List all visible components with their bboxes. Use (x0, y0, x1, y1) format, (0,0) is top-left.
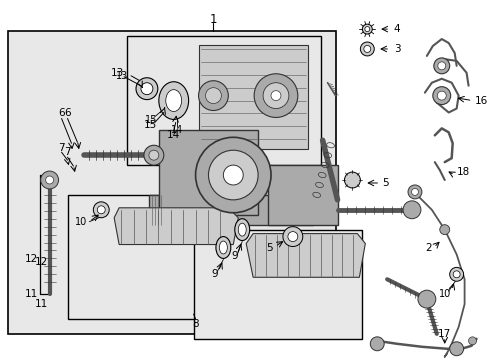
Circle shape (410, 188, 418, 195)
Bar (127, 36, 320, 165)
Text: 14: 14 (170, 125, 183, 135)
Text: 7: 7 (64, 147, 71, 157)
Circle shape (344, 172, 360, 188)
Bar (159, 130, 258, 215)
Circle shape (432, 87, 450, 104)
Text: 9: 9 (230, 251, 237, 261)
Text: 7: 7 (58, 143, 65, 153)
Circle shape (41, 171, 59, 189)
Text: 15: 15 (144, 116, 157, 125)
Text: 4: 4 (393, 24, 400, 34)
Text: 6: 6 (64, 108, 71, 118)
Ellipse shape (216, 237, 230, 258)
Bar (8, 31, 335, 334)
Circle shape (369, 337, 384, 351)
Ellipse shape (165, 90, 182, 112)
Text: 18: 18 (456, 167, 469, 177)
Circle shape (141, 83, 153, 95)
Ellipse shape (219, 241, 227, 254)
Polygon shape (114, 208, 238, 244)
Text: 9: 9 (211, 269, 217, 279)
Circle shape (254, 74, 297, 117)
Text: 13: 13 (116, 71, 128, 81)
Circle shape (439, 225, 449, 235)
Text: 11: 11 (35, 299, 48, 309)
Circle shape (287, 231, 297, 242)
Text: 10: 10 (438, 289, 450, 299)
Circle shape (449, 342, 463, 356)
Circle shape (363, 45, 370, 53)
Circle shape (208, 150, 258, 200)
Text: 15: 15 (144, 120, 157, 130)
Text: 8: 8 (192, 319, 199, 329)
Circle shape (205, 88, 221, 104)
Circle shape (223, 165, 243, 185)
Circle shape (198, 81, 228, 111)
Text: 10: 10 (75, 217, 87, 227)
Text: 2: 2 (425, 243, 431, 252)
Bar (193, 230, 362, 339)
Circle shape (433, 58, 449, 74)
Circle shape (468, 337, 475, 345)
Text: 12: 12 (24, 255, 38, 264)
Bar (267, 165, 337, 225)
Ellipse shape (159, 82, 188, 120)
Circle shape (360, 42, 373, 56)
Bar (149, 195, 312, 225)
Circle shape (407, 185, 421, 199)
Circle shape (143, 145, 163, 165)
Text: 6: 6 (58, 108, 65, 118)
Circle shape (402, 201, 420, 219)
Text: 5: 5 (266, 243, 272, 253)
Text: 5: 5 (382, 178, 388, 188)
Circle shape (417, 290, 435, 308)
Polygon shape (245, 234, 365, 277)
Circle shape (93, 202, 109, 218)
Circle shape (437, 62, 445, 70)
Ellipse shape (234, 219, 249, 240)
Circle shape (270, 91, 281, 100)
Circle shape (452, 271, 459, 278)
Bar (198, 45, 307, 149)
Circle shape (195, 137, 270, 213)
Circle shape (283, 227, 302, 247)
Text: 3: 3 (393, 44, 400, 54)
Text: 17: 17 (437, 329, 450, 339)
Circle shape (449, 267, 463, 281)
Circle shape (362, 24, 371, 34)
Circle shape (97, 206, 105, 214)
Text: 14: 14 (167, 130, 180, 140)
Bar (67, 195, 236, 319)
Circle shape (364, 27, 369, 32)
Text: 11: 11 (24, 289, 38, 299)
Ellipse shape (238, 223, 245, 236)
Circle shape (263, 83, 288, 108)
Text: 13: 13 (110, 68, 123, 78)
Circle shape (149, 150, 159, 160)
Circle shape (136, 78, 158, 100)
Text: 1: 1 (209, 13, 217, 26)
Circle shape (45, 176, 54, 184)
Circle shape (436, 91, 446, 100)
Text: 12: 12 (35, 257, 48, 267)
Text: 16: 16 (473, 96, 487, 105)
